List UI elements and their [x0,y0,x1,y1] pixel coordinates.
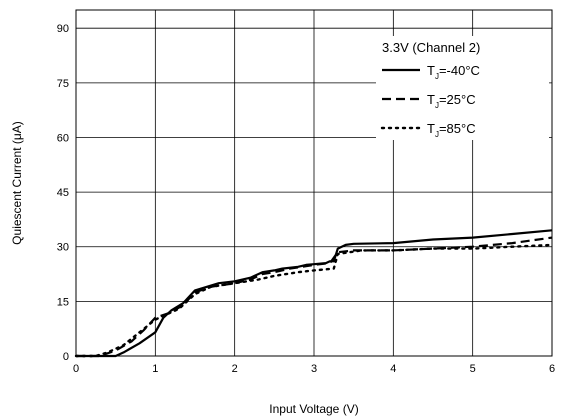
legend-label-1: TJ=-40°C [427,63,480,81]
x-tick-label: 3 [311,363,317,375]
y-axis-title: Quiescent Current (μA) [10,121,24,245]
x-tick-label: 4 [390,363,396,375]
x-tick-label: 6 [549,363,555,375]
y-tick-label: 0 [63,351,69,363]
plot-frame [75,9,553,357]
y-tick-label: 30 [57,242,69,254]
y-tick-label: 45 [57,187,69,199]
series-line-1 [76,229,553,358]
y-tick-label: 75 [57,78,69,90]
series-lines [74,229,554,358]
legend-background [376,36,549,140]
legend: 3.3V (Channel 2) TJ=-40°C TJ=25°C TJ=85°C [376,36,549,140]
x-axis-title: Input Voltage (V) [269,402,358,416]
legend-label-2: TJ=25°C [427,92,476,110]
series-line-3 [74,243,554,358]
y-tick-label: 90 [57,23,69,35]
x-tick-label: 0 [73,363,79,375]
legend-label-3: TJ=85°C [427,121,476,139]
y-tick-label: 15 [57,296,69,308]
x-tick-label: 2 [232,363,238,375]
x-tick-label: 1 [152,363,158,375]
y-tick-label: 60 [57,132,69,144]
x-tick-label: 5 [470,363,476,375]
legend-title: 3.3V (Channel 2) [382,40,480,55]
